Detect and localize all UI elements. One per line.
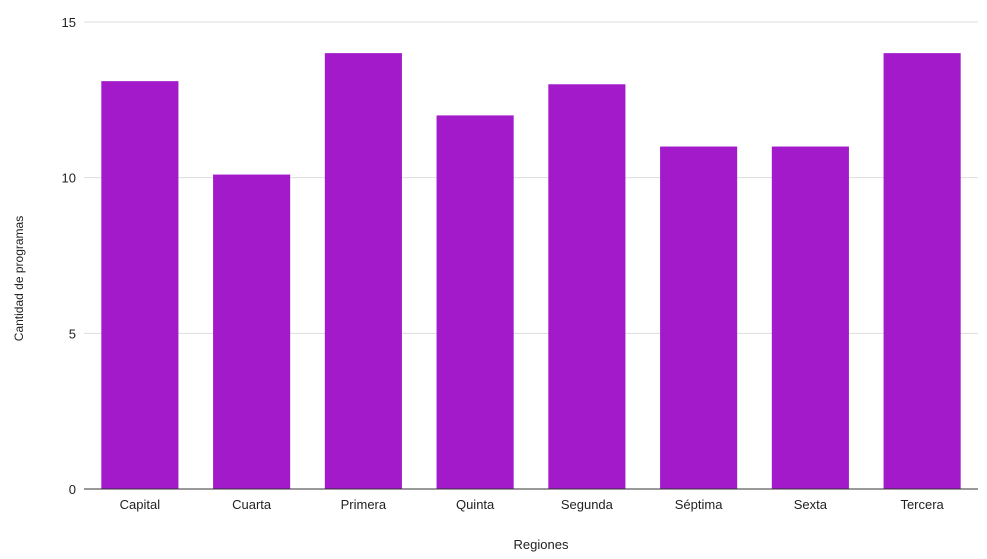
y-tick-label: 10 — [62, 171, 76, 186]
y-tick-label: 0 — [69, 482, 76, 497]
y-tick-labels: 0 5 10 15 — [62, 15, 76, 497]
bar-tercera — [883, 53, 961, 490]
bar-capital — [101, 81, 179, 490]
y-tick-label: 15 — [62, 15, 76, 30]
y-tick-label: 5 — [69, 326, 76, 341]
bar-primera — [324, 53, 402, 490]
bar-cuarta — [213, 174, 291, 489]
bar-quinta — [436, 115, 514, 490]
x-tick-labels: Capital Cuarta Primera Quinta Segunda Séptima… — [120, 497, 945, 512]
bar-sexta — [771, 146, 849, 490]
x-tick-label: Tercera — [900, 497, 944, 512]
x-tick-label: Sexta — [794, 497, 828, 512]
x-tick-label: Primera — [341, 497, 387, 512]
y-axis-title: Cantidad de programas — [12, 216, 26, 341]
x-tick-label: Quinta — [456, 497, 495, 512]
x-axis-title: Regiones — [514, 537, 569, 552]
x-tick-label: Capital — [120, 497, 161, 512]
bar-séptima — [660, 146, 738, 490]
x-tick-label: Séptima — [675, 497, 723, 512]
x-tick-label: Cuarta — [232, 497, 272, 512]
x-tick-label: Segunda — [561, 497, 614, 512]
bars — [101, 53, 961, 490]
bar-segunda — [548, 84, 626, 490]
